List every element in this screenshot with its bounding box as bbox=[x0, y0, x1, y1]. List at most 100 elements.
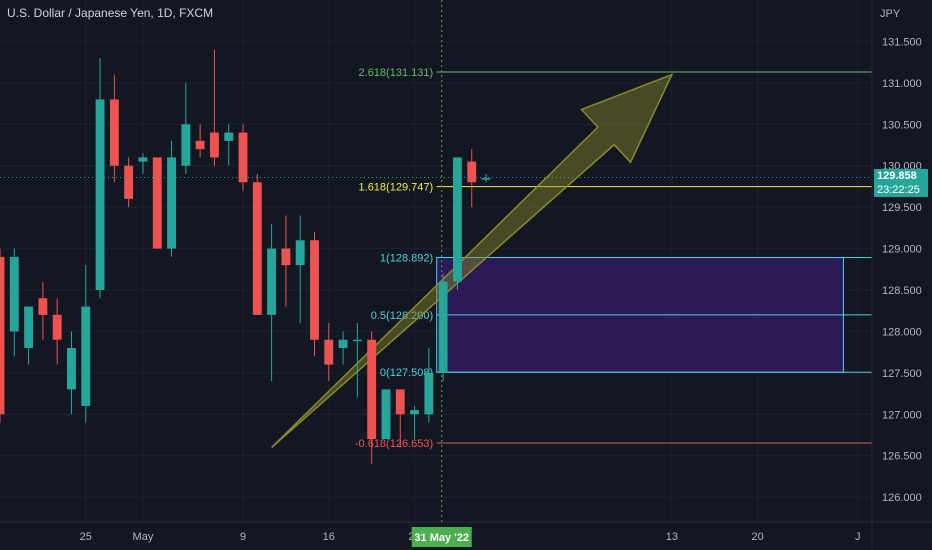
y-tick-label: 129.500 bbox=[882, 202, 922, 214]
fib-level-label: 1(128.892) bbox=[380, 253, 433, 265]
candle bbox=[453, 157, 462, 290]
candle bbox=[67, 331, 76, 415]
candle bbox=[81, 265, 91, 423]
y-tick-label: 127.000 bbox=[882, 409, 922, 421]
bar-countdown: 23:22:25 bbox=[877, 184, 920, 197]
y-tick-label: 126.000 bbox=[882, 492, 922, 504]
y-tick-label: 126.500 bbox=[882, 451, 922, 463]
y-tick-label: 131.500 bbox=[882, 36, 922, 48]
candle bbox=[310, 232, 319, 357]
candle-body bbox=[138, 157, 148, 162]
candle bbox=[138, 153, 148, 174]
candle bbox=[9, 248, 19, 357]
candle bbox=[0, 248, 5, 423]
candle-body bbox=[195, 140, 205, 150]
candle-body bbox=[81, 306, 91, 406]
candle bbox=[38, 281, 48, 340]
candle-body bbox=[109, 99, 119, 166]
candle-body bbox=[281, 248, 291, 266]
x-tick-label: J bbox=[855, 531, 861, 543]
candle bbox=[209, 49, 219, 166]
candle bbox=[52, 298, 62, 365]
candle bbox=[367, 331, 377, 464]
candle bbox=[124, 157, 134, 208]
fib-level-label: -0.618(126.653) bbox=[355, 438, 433, 450]
date-marker-box bbox=[411, 527, 472, 547]
candle-body bbox=[310, 240, 319, 340]
x-tick-label: 16 bbox=[323, 531, 335, 543]
candle bbox=[109, 74, 119, 183]
candle-body bbox=[424, 372, 434, 415]
y-tick-label: 129.000 bbox=[882, 244, 922, 256]
candle-body bbox=[338, 339, 348, 348]
candle bbox=[224, 124, 234, 166]
candle-body bbox=[467, 161, 477, 183]
current-price-value: 129.858 bbox=[877, 170, 917, 183]
candle bbox=[324, 323, 334, 382]
x-tick-label: 25 bbox=[80, 531, 92, 543]
candle bbox=[95, 58, 105, 299]
candle-body bbox=[95, 99, 105, 290]
candle-body bbox=[124, 165, 134, 199]
candle bbox=[481, 174, 491, 183]
candle bbox=[281, 215, 291, 307]
date-marker-label: 31 May '22 bbox=[414, 532, 469, 544]
fib-level-label: 1.618(129.747) bbox=[359, 182, 434, 194]
y-tick-label: 127.500 bbox=[882, 368, 922, 380]
candle-body bbox=[453, 157, 462, 282]
candle-body bbox=[67, 348, 76, 390]
candle bbox=[438, 273, 448, 382]
candle-body bbox=[167, 157, 176, 249]
candle-body bbox=[0, 256, 5, 415]
candle-body bbox=[152, 157, 162, 249]
currency-label: JPY bbox=[880, 8, 901, 20]
candle-body bbox=[324, 339, 334, 365]
candle-body bbox=[209, 132, 219, 158]
candle-body bbox=[352, 339, 362, 342]
candle bbox=[338, 331, 348, 365]
y-tick-label: 128.500 bbox=[882, 285, 922, 297]
candle bbox=[181, 82, 191, 174]
y-tick-label: 128.000 bbox=[882, 326, 922, 338]
current-price-label: 129.858 23:22:25 bbox=[874, 169, 928, 198]
candle bbox=[410, 406, 419, 440]
candle-body bbox=[267, 248, 277, 315]
fib-level-label: 2.618(131.131) bbox=[359, 67, 434, 79]
candle bbox=[467, 149, 477, 208]
candle-body bbox=[252, 182, 262, 315]
symbol-title: U.S. Dollar / Japanese Yen, 1D, FXCM bbox=[7, 6, 214, 20]
candle-body bbox=[24, 306, 34, 348]
candle-body bbox=[481, 178, 491, 180]
x-tick-label: 13 bbox=[666, 531, 678, 543]
candle bbox=[295, 215, 305, 324]
candle-body bbox=[224, 132, 234, 141]
candle-body bbox=[395, 389, 405, 415]
candle-body bbox=[181, 124, 191, 166]
candle-body bbox=[38, 298, 48, 315]
y-tick-label: 130.500 bbox=[882, 119, 922, 131]
candle bbox=[152, 157, 162, 249]
x-tick-label: 9 bbox=[240, 531, 246, 543]
candle bbox=[195, 124, 205, 158]
candle-body bbox=[410, 410, 419, 415]
y-tick-label: 131.000 bbox=[882, 78, 922, 90]
candle-body bbox=[295, 240, 305, 266]
fib-level-label: 0(127.508) bbox=[380, 367, 433, 379]
candle-body bbox=[381, 389, 391, 440]
candle bbox=[24, 306, 34, 365]
candle-body bbox=[52, 314, 62, 340]
candle bbox=[352, 323, 362, 398]
candle bbox=[167, 140, 176, 257]
candle bbox=[238, 124, 248, 191]
candle-body bbox=[9, 256, 19, 332]
candle bbox=[252, 174, 262, 315]
candle bbox=[267, 223, 277, 382]
candle-body bbox=[238, 132, 248, 183]
candle-body bbox=[367, 339, 377, 440]
candle bbox=[395, 389, 405, 448]
x-tick-label: May bbox=[133, 531, 154, 543]
candle-body bbox=[438, 281, 448, 373]
candle bbox=[424, 348, 434, 423]
